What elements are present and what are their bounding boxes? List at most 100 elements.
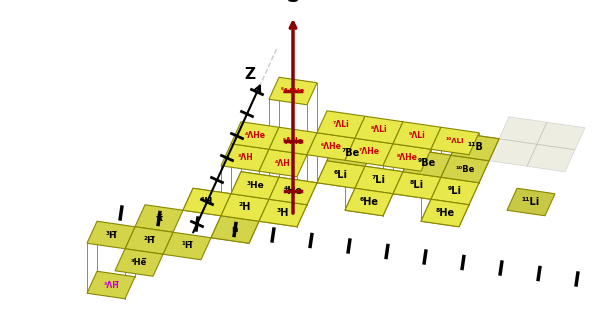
Polygon shape xyxy=(259,199,307,227)
Text: ³H: ³H xyxy=(277,208,289,218)
Text: ¹H: ¹H xyxy=(201,197,213,207)
Polygon shape xyxy=(431,177,479,205)
Polygon shape xyxy=(403,150,451,177)
Polygon shape xyxy=(135,205,183,232)
Text: ⁸Li: ⁸Li xyxy=(410,180,424,191)
Text: ⁷Be: ⁷Be xyxy=(342,148,360,158)
Polygon shape xyxy=(383,144,431,171)
Polygon shape xyxy=(441,155,489,183)
Text: ¹¹Li: ¹¹Li xyxy=(522,197,540,207)
Text: ⁷ΛLi: ⁷ΛLi xyxy=(332,120,349,129)
Polygon shape xyxy=(393,172,441,199)
Text: ⁸Li: ⁸Li xyxy=(410,180,424,191)
Polygon shape xyxy=(451,133,499,161)
Polygon shape xyxy=(211,216,259,243)
Text: ⁴ΛHe: ⁴ΛHe xyxy=(245,131,265,140)
Polygon shape xyxy=(125,227,173,254)
Polygon shape xyxy=(317,161,365,188)
Text: ⁶He: ⁶He xyxy=(359,197,379,207)
Text: ¹¹B: ¹¹B xyxy=(467,142,483,152)
Text: n: n xyxy=(232,225,238,234)
Polygon shape xyxy=(259,149,307,177)
Polygon shape xyxy=(163,232,211,260)
Polygon shape xyxy=(489,139,537,166)
Text: ¹H̅: ¹H̅ xyxy=(181,242,193,251)
Text: ⁴He: ⁴He xyxy=(284,186,302,196)
Text: ¹⁰Be: ¹⁰Be xyxy=(455,165,475,173)
Text: π̅: π̅ xyxy=(155,214,163,223)
Polygon shape xyxy=(317,161,365,188)
Text: ²H: ²H xyxy=(239,203,251,212)
Polygon shape xyxy=(441,155,489,183)
Text: ⁴ΛH: ⁴ΛH xyxy=(275,159,291,168)
Text: ⁵ΛHe: ⁵ΛHe xyxy=(283,136,304,145)
Polygon shape xyxy=(183,188,231,216)
Text: ⁷Li: ⁷Li xyxy=(372,175,386,185)
Polygon shape xyxy=(537,122,585,150)
Text: ⁶Li: ⁶Li xyxy=(334,169,348,179)
Polygon shape xyxy=(269,127,317,155)
Polygon shape xyxy=(231,122,279,149)
Polygon shape xyxy=(317,111,365,138)
Text: ⁸He: ⁸He xyxy=(436,208,455,218)
Polygon shape xyxy=(221,144,269,171)
Text: ⁹Be: ⁹Be xyxy=(418,159,436,168)
Text: ³H: ³H xyxy=(277,208,289,218)
Text: ⁷Li: ⁷Li xyxy=(372,175,386,185)
Polygon shape xyxy=(431,127,479,155)
Text: ³ΛH̅: ³ΛH̅ xyxy=(103,281,119,290)
Text: ⁷Be: ⁷Be xyxy=(342,148,360,158)
Polygon shape xyxy=(87,271,135,299)
Text: ⁹Be: ⁹Be xyxy=(418,159,436,168)
Polygon shape xyxy=(345,188,393,216)
Text: ³H̅: ³H̅ xyxy=(105,230,117,240)
Text: ³He: ³He xyxy=(246,181,264,190)
Polygon shape xyxy=(221,194,269,221)
Text: ⁸ΛLi: ⁸ΛLi xyxy=(371,126,388,134)
Polygon shape xyxy=(355,166,403,194)
Text: S: S xyxy=(287,0,299,6)
Polygon shape xyxy=(269,177,317,205)
Polygon shape xyxy=(115,249,163,276)
Text: ⁷ΛHe: ⁷ΛHe xyxy=(359,148,380,157)
Polygon shape xyxy=(231,172,279,199)
Polygon shape xyxy=(259,199,307,227)
Polygon shape xyxy=(431,177,479,205)
Polygon shape xyxy=(355,116,403,144)
Text: ²H̅: ²H̅ xyxy=(143,236,155,245)
Text: ¹¹B: ¹¹B xyxy=(467,142,483,152)
Text: ¹H: ¹H xyxy=(201,197,213,207)
Polygon shape xyxy=(231,172,279,199)
Text: ⁹Li: ⁹Li xyxy=(448,186,462,196)
Polygon shape xyxy=(527,144,575,172)
Polygon shape xyxy=(451,133,499,161)
Polygon shape xyxy=(327,139,375,166)
Polygon shape xyxy=(421,199,469,227)
Polygon shape xyxy=(393,172,441,199)
Text: ⁸ΛHe: ⁸ΛHe xyxy=(397,153,418,162)
Text: ³He̅: ³He̅ xyxy=(131,258,147,267)
Text: ⁹Li: ⁹Li xyxy=(448,186,462,196)
Text: ⁸He: ⁸He xyxy=(436,208,455,218)
Text: ⁶Li: ⁶Li xyxy=(334,169,348,179)
Text: ¹⁰Be: ¹⁰Be xyxy=(455,165,475,173)
Polygon shape xyxy=(221,194,269,221)
Polygon shape xyxy=(183,188,231,216)
Text: ⁹ΛLi: ⁹ΛLi xyxy=(409,131,425,140)
Polygon shape xyxy=(355,166,403,194)
Polygon shape xyxy=(211,216,259,243)
Text: ⁶ΛΛHe: ⁶ΛΛHe xyxy=(281,88,305,94)
Polygon shape xyxy=(393,122,441,149)
Polygon shape xyxy=(421,199,469,227)
Polygon shape xyxy=(345,188,393,216)
Text: ⁶He: ⁶He xyxy=(359,197,379,207)
Polygon shape xyxy=(507,188,555,216)
Polygon shape xyxy=(269,77,317,105)
Polygon shape xyxy=(307,133,355,160)
Polygon shape xyxy=(269,177,317,205)
Text: ³ΛH: ³ΛH xyxy=(237,153,253,162)
Polygon shape xyxy=(327,139,375,166)
Text: ³He: ³He xyxy=(246,181,264,190)
Text: ¹⁰ΛLi: ¹⁰ΛLi xyxy=(446,138,464,144)
Text: ⁴He: ⁴He xyxy=(284,186,302,196)
